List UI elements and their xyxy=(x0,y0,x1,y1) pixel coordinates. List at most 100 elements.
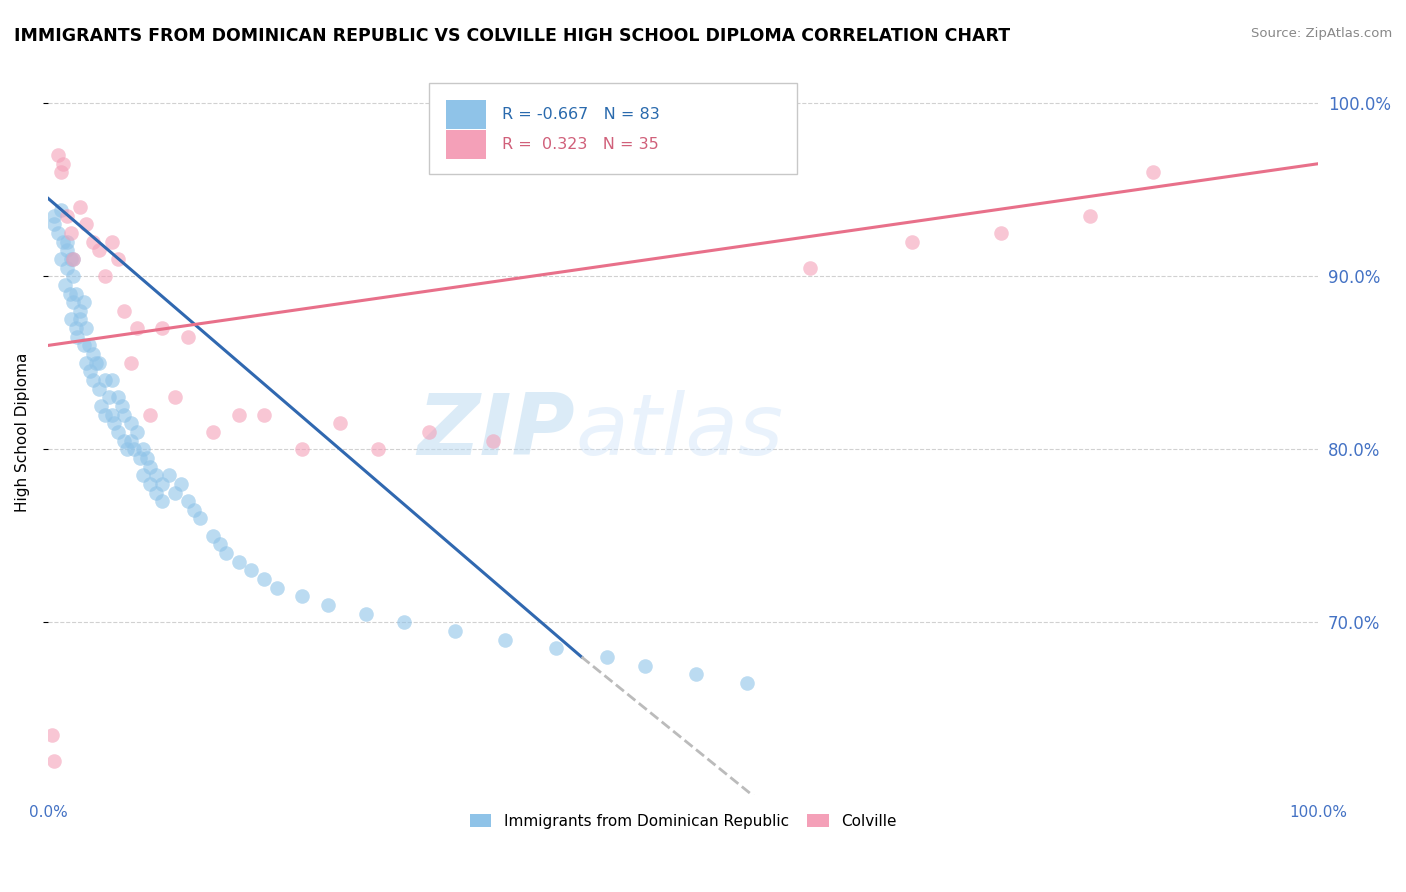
Point xyxy=(75,356,97,370)
Point xyxy=(177,330,200,344)
Point xyxy=(165,390,187,404)
Point xyxy=(46,226,69,240)
Point xyxy=(202,425,225,439)
Point xyxy=(56,260,79,275)
Point xyxy=(87,382,110,396)
Point xyxy=(120,356,142,370)
Point xyxy=(418,425,440,439)
Point xyxy=(62,269,84,284)
Point xyxy=(49,252,72,266)
Point xyxy=(115,442,138,457)
Point xyxy=(132,468,155,483)
Point xyxy=(49,165,72,179)
Point xyxy=(240,563,263,577)
Point xyxy=(107,425,129,439)
Point xyxy=(62,252,84,266)
Point xyxy=(66,330,89,344)
Point xyxy=(77,338,100,352)
Point xyxy=(634,658,657,673)
Point xyxy=(329,417,352,431)
Point xyxy=(128,450,150,465)
Point xyxy=(112,303,135,318)
Point xyxy=(52,157,75,171)
Point xyxy=(138,476,160,491)
Point xyxy=(124,442,146,457)
Point xyxy=(132,442,155,457)
Point xyxy=(354,607,377,621)
Text: atlas: atlas xyxy=(575,391,783,474)
Point xyxy=(100,235,122,249)
Point xyxy=(87,244,110,258)
Point xyxy=(215,546,238,560)
Point xyxy=(107,252,129,266)
Point xyxy=(157,468,180,483)
Y-axis label: High School Diploma: High School Diploma xyxy=(15,352,30,512)
Text: R = -0.667   N = 83: R = -0.667 N = 83 xyxy=(502,107,659,122)
Point xyxy=(59,286,82,301)
Point xyxy=(494,632,516,647)
Point xyxy=(799,260,821,275)
Point xyxy=(145,468,167,483)
Point xyxy=(86,356,108,370)
Point xyxy=(316,598,339,612)
Point xyxy=(112,408,135,422)
Point xyxy=(150,476,173,491)
Point xyxy=(253,408,276,422)
Point xyxy=(53,277,76,292)
Point xyxy=(56,209,79,223)
Legend: Immigrants from Dominican Republic, Colville: Immigrants from Dominican Republic, Colv… xyxy=(464,808,903,835)
Point xyxy=(69,200,91,214)
Point xyxy=(69,312,91,326)
Point xyxy=(62,252,84,266)
Point xyxy=(150,494,173,508)
Point xyxy=(367,442,389,457)
Point xyxy=(75,217,97,231)
Point xyxy=(79,364,101,378)
Text: IMMIGRANTS FROM DOMINICAN REPUBLIC VS COLVILLE HIGH SCHOOL DIPLOMA CORRELATION C: IMMIGRANTS FROM DOMINICAN REPUBLIC VS CO… xyxy=(14,27,1010,45)
Point xyxy=(65,286,87,301)
Point xyxy=(183,503,205,517)
Point xyxy=(208,537,231,551)
Point xyxy=(100,373,122,387)
Point xyxy=(44,217,66,231)
Point xyxy=(990,226,1012,240)
Point xyxy=(170,476,193,491)
Point xyxy=(901,235,924,249)
Point xyxy=(120,417,142,431)
Point xyxy=(735,676,758,690)
Point xyxy=(138,408,160,422)
Point xyxy=(46,148,69,162)
Point xyxy=(59,226,82,240)
Point xyxy=(125,321,148,335)
Point xyxy=(546,641,568,656)
Point xyxy=(90,399,112,413)
Point xyxy=(190,511,212,525)
Point xyxy=(266,581,288,595)
Point xyxy=(685,667,707,681)
Point xyxy=(291,590,314,604)
Point xyxy=(52,235,75,249)
Point xyxy=(44,754,66,768)
Point xyxy=(112,434,135,448)
Text: Source: ZipAtlas.com: Source: ZipAtlas.com xyxy=(1251,27,1392,40)
Point xyxy=(1142,165,1164,179)
Point xyxy=(59,312,82,326)
Point xyxy=(72,338,94,352)
Point xyxy=(59,252,82,266)
Point xyxy=(138,459,160,474)
Point xyxy=(253,572,276,586)
FancyBboxPatch shape xyxy=(446,130,486,160)
Point xyxy=(443,624,465,638)
Point xyxy=(1078,209,1101,223)
Point xyxy=(145,485,167,500)
Point xyxy=(82,373,104,387)
Point xyxy=(75,321,97,335)
Point xyxy=(94,408,117,422)
Point xyxy=(56,235,79,249)
Point xyxy=(100,408,122,422)
Point xyxy=(228,408,250,422)
Point xyxy=(228,555,250,569)
Point xyxy=(291,442,314,457)
Point xyxy=(94,269,117,284)
Point xyxy=(41,728,63,742)
